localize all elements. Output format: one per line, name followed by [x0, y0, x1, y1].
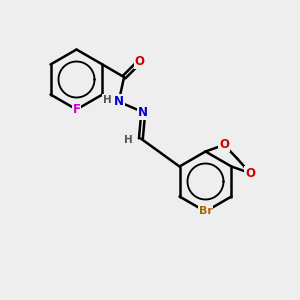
- Text: F: F: [73, 103, 80, 116]
- Text: O: O: [219, 138, 229, 152]
- Text: N: N: [138, 106, 148, 119]
- Text: O: O: [245, 167, 255, 180]
- Text: Br: Br: [199, 206, 212, 217]
- Text: N: N: [114, 95, 124, 108]
- Text: H: H: [103, 95, 112, 105]
- Text: O: O: [135, 55, 145, 68]
- Text: H: H: [124, 135, 133, 145]
